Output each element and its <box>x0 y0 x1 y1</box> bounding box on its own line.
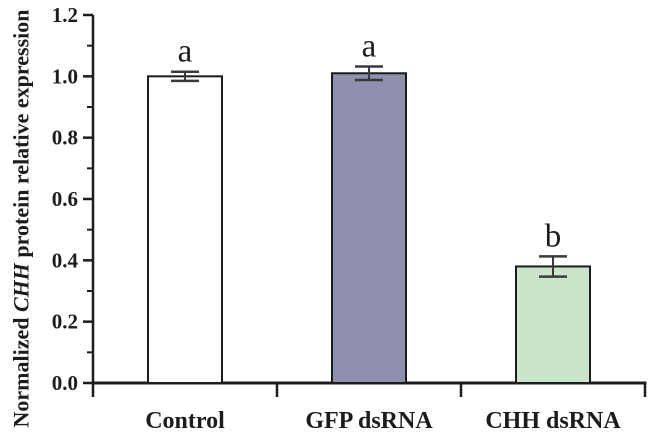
significance-letter-chh-dsrna: b <box>545 218 562 254</box>
y-axis-title: Normalized CHH protein relative expressi… <box>8 1 35 436</box>
significance-letter-control: a <box>178 34 193 70</box>
y-axis-title-prefix: Normalized <box>8 312 34 428</box>
y-tick-label: 0.6 <box>52 187 78 211</box>
y-tick-label: 0.0 <box>52 371 78 395</box>
bar-chh-dsrna <box>515 265 591 385</box>
y-axis-title-gene: CHH <box>8 263 34 313</box>
y-tick-label: 0.2 <box>52 310 78 334</box>
x-category-label-gfp-dsrna: GFP dsRNA <box>305 408 433 434</box>
significance-letter-gfp-dsrna: a <box>362 29 377 65</box>
x-category-label-control: Control <box>145 408 225 434</box>
x-category-label-chh-dsrna: CHH dsRNA <box>485 408 621 434</box>
y-axis-title-suffix: protein relative expression <box>8 9 34 264</box>
y-tick-label: 1.2 <box>52 3 78 27</box>
y-tick-label: 0.8 <box>52 126 78 150</box>
bar-control <box>147 75 223 384</box>
y-tick-label: 1.0 <box>52 64 78 88</box>
y-tick-label: 0.4 <box>52 248 79 272</box>
bar-gfp-dsrna <box>331 72 407 385</box>
